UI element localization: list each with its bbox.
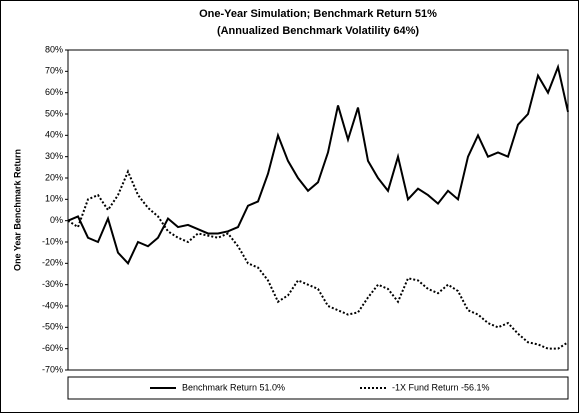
legend-label: -1X Fund Return -56.1% xyxy=(392,382,490,392)
y-tick-label: -70% xyxy=(42,364,63,374)
y-tick-label: 20% xyxy=(45,172,63,182)
series-line xyxy=(67,169,569,350)
series-line xyxy=(67,63,569,266)
y-tick-label: 60% xyxy=(45,87,63,97)
y-tick-label: -60% xyxy=(42,343,63,353)
y-tick-label: 30% xyxy=(45,151,63,161)
chart-subtitle: (Annualized Benchmark Volatility 64%) xyxy=(217,25,419,37)
y-axis-label: One Year Benchmark Return xyxy=(12,149,22,271)
y-tick-label: -10% xyxy=(42,236,63,246)
y-tick-label: -20% xyxy=(42,258,63,268)
y-tick-label: 10% xyxy=(45,194,63,204)
y-tick-label: 40% xyxy=(45,130,63,140)
y-tick-label: 80% xyxy=(45,44,63,54)
legend-box xyxy=(67,376,569,400)
y-tick-label: -50% xyxy=(42,322,63,332)
chart-title: One-Year Simulation; Benchmark Return 51… xyxy=(199,8,437,20)
y-tick-label: 70% xyxy=(45,66,63,76)
y-tick-label: -40% xyxy=(42,300,63,310)
y-tick-label: 0% xyxy=(50,215,63,225)
legend-label: Benchmark Return 51.0% xyxy=(182,382,285,392)
plot-area xyxy=(67,49,569,371)
y-tick-label: -30% xyxy=(42,279,63,289)
y-tick-label: 50% xyxy=(45,108,63,118)
